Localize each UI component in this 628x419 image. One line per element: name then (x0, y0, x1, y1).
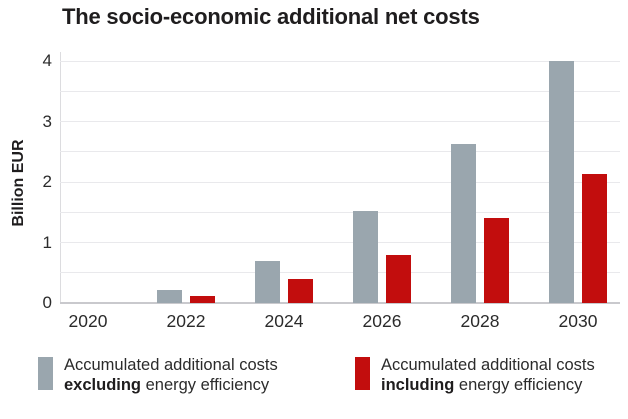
y-axis-line (60, 52, 61, 304)
legend-swatch-including (355, 357, 370, 390)
legend: Accumulated additional costs excluding e… (0, 355, 628, 405)
legend-item-excluding: Accumulated additional costs excluding e… (38, 355, 278, 395)
legend-label-line2: including energy efficiency (381, 375, 595, 395)
bar-including-2028 (484, 218, 509, 303)
gridline (60, 181, 620, 183)
bar-excluding-2026 (353, 211, 378, 303)
y-tick-1: 1 (42, 232, 52, 252)
bar-excluding-2024 (255, 261, 280, 303)
gridline (60, 151, 620, 153)
legend-item-including: Accumulated additional costs including e… (355, 355, 595, 395)
bar-including-2026 (386, 255, 411, 303)
plot-area (60, 60, 620, 304)
bar-including-2022 (190, 296, 215, 303)
bar-including-2030 (582, 174, 607, 303)
gridline (60, 90, 620, 92)
legend-label-bold-word: including (381, 376, 455, 394)
legend-label-line2: excluding energy efficiency (64, 375, 278, 395)
legend-label-line1: Accumulated additional costs (64, 356, 278, 374)
bar-excluding-2028 (451, 144, 476, 303)
gridline (60, 272, 620, 274)
y-tick-0: 0 (42, 293, 52, 312)
legend-label-line1: Accumulated additional costs (381, 356, 595, 374)
x-tick-2028: 2028 (460, 311, 500, 331)
x-tick-2024: 2024 (264, 311, 304, 331)
legend-label-excluding: Accumulated additional costs excluding e… (64, 355, 278, 395)
gridline (60, 60, 620, 62)
chart-title: The socio-economic additional net costs (62, 4, 480, 29)
bar-including-2024 (288, 279, 313, 303)
y-tick-3: 3 (42, 111, 52, 131)
gridline (60, 242, 620, 243)
x-tick-2022: 2022 (166, 311, 206, 331)
x-tick-2020: 2020 (68, 311, 108, 331)
x-axis-line (60, 302, 620, 304)
legend-swatch-excluding (38, 357, 53, 390)
gridline (60, 211, 620, 213)
bar-excluding-2022 (157, 290, 182, 303)
legend-label-including: Accumulated additional costs including e… (381, 355, 595, 395)
gridline (60, 121, 620, 122)
legend-label-bold-word: excluding (64, 376, 142, 394)
y-tick-2: 2 (42, 172, 52, 191)
x-tick-2030: 2030 (558, 311, 598, 331)
bar-excluding-2030 (549, 61, 574, 303)
y-tick-4: 4 (42, 51, 52, 70)
x-tick-2026: 2026 (362, 311, 402, 331)
legend-label-rest: energy efficiency (454, 376, 583, 394)
legend-label-rest: energy efficiency (141, 376, 270, 394)
